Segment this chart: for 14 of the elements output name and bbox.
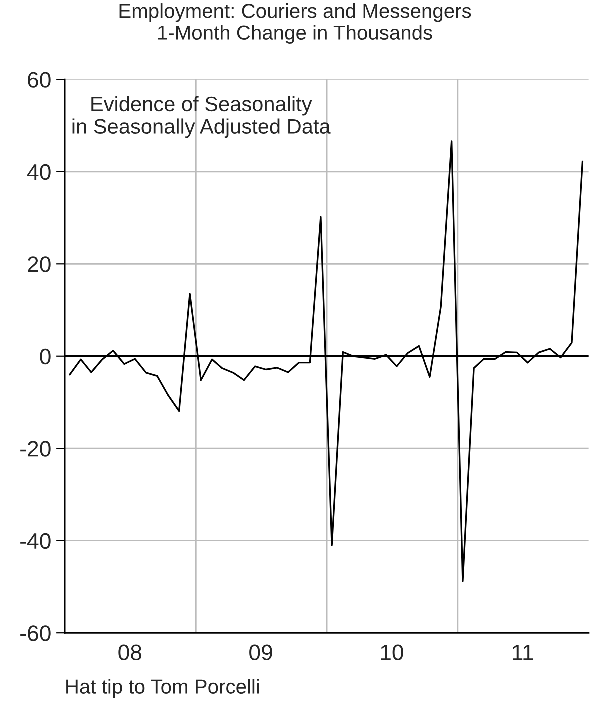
y-tick-label: 60	[28, 72, 51, 88]
y-tick-label: 40	[28, 164, 51, 180]
text: Hat tip to Tom Porcelli	[66, 679, 260, 698]
y-tick-label: -20	[20, 441, 51, 457]
y-tick-label: -40	[20, 533, 51, 550]
y-tick-label: -60	[20, 626, 51, 642]
x-tick-label: 10	[381, 644, 404, 661]
chart-title: Employment: Couriers and Messengers 1-Month Change in Thousands	[120, 4, 472, 44]
x-tick-label: 09	[250, 644, 272, 661]
y-tick-label: 20	[28, 256, 51, 272]
x-tick-label: 08	[118, 644, 142, 661]
annotation: Evidence of Seasonality in Seasonally Adjusted Data	[72, 96, 331, 138]
x-tick-label: 11	[512, 645, 534, 660]
y-tick-label: 0	[40, 348, 51, 365]
